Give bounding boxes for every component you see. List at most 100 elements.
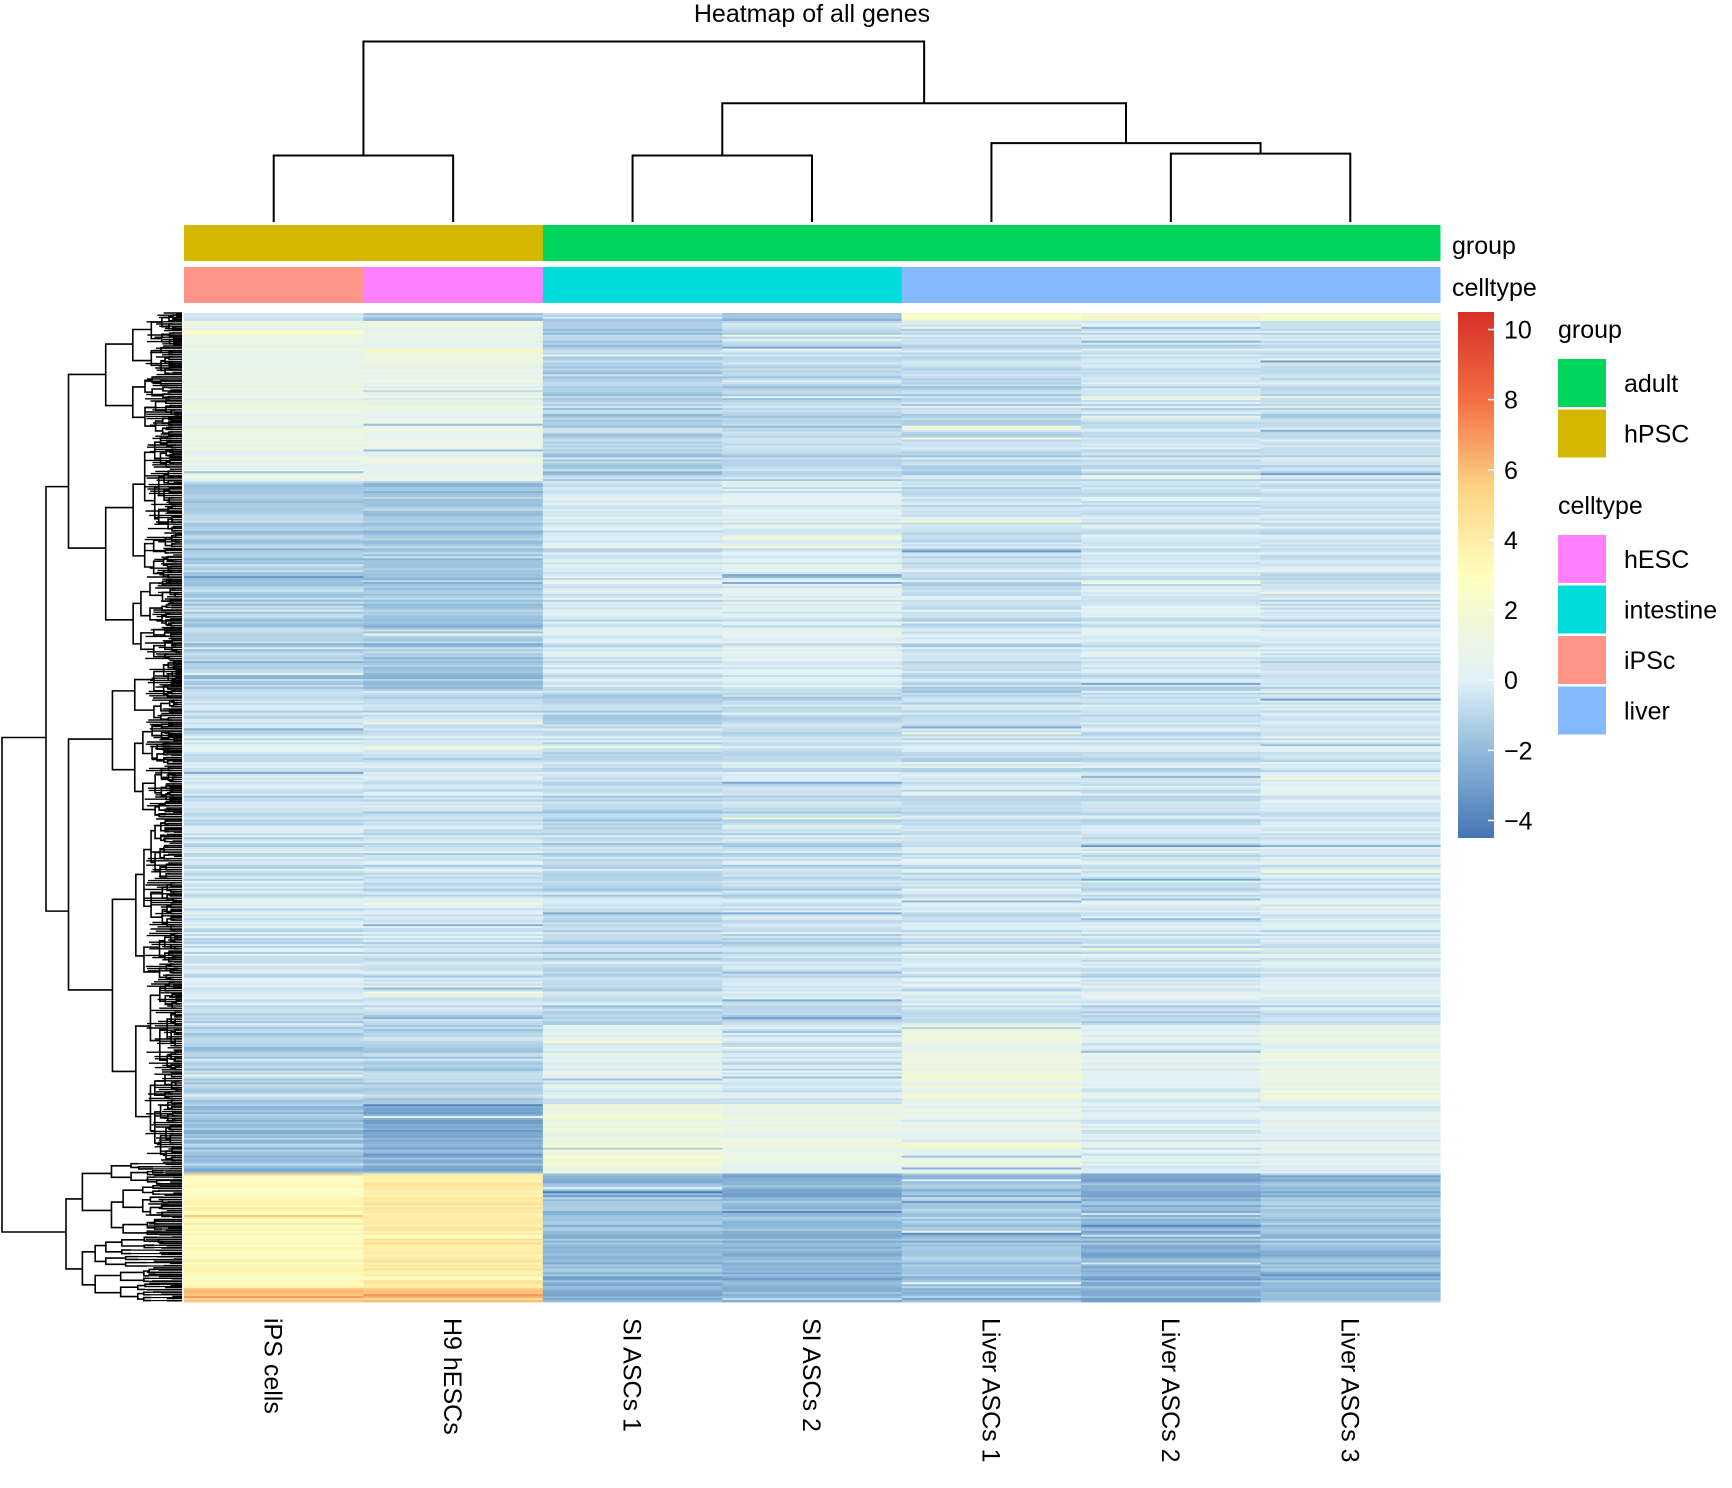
heatmap-cell [1081, 932, 1262, 935]
heatmap-cell [184, 920, 365, 923]
heatmap-cell [184, 801, 365, 804]
heatmap-cell [363, 718, 544, 721]
heatmap-cell [901, 601, 1082, 605]
row-dendrogram-link [132, 602, 141, 645]
heatmap-cell [722, 457, 903, 460]
heatmap-cell [1260, 1250, 1441, 1253]
heatmap-cell [722, 437, 903, 440]
heatmap-cell [363, 908, 544, 911]
heatmap-cell [1081, 692, 1262, 696]
heatmap-cell [901, 405, 1082, 409]
heatmap-cell [363, 374, 544, 377]
heatmap-cell [184, 890, 365, 893]
heatmap-cell [901, 746, 1082, 749]
heatmap-cell [184, 647, 365, 650]
heatmap-cell [184, 876, 365, 880]
heatmap-cell [542, 720, 723, 723]
heatmap-cell [542, 797, 723, 800]
heatmap-cell [363, 542, 544, 545]
heatmap-cell [901, 1276, 1082, 1279]
heatmap-cell [722, 1278, 903, 1281]
heatmap-cell [363, 1088, 544, 1091]
heatmap-cell [1081, 690, 1262, 694]
heatmap-cell [1260, 1084, 1441, 1087]
heatmap-cell [1260, 653, 1441, 656]
heatmap-cell [542, 585, 723, 589]
heatmap-cell [363, 1211, 544, 1214]
heatmap-cell [901, 1286, 1082, 1289]
heatmap-cell [363, 384, 544, 387]
heatmap-cell [1260, 953, 1441, 957]
heatmap-cell [184, 718, 365, 721]
heatmap-cell [1081, 512, 1262, 516]
heatmap-cell [901, 546, 1082, 549]
heatmap-cell [1260, 1104, 1441, 1107]
heatmap-cell [901, 975, 1082, 979]
row-dendrogram-link [124, 1261, 148, 1267]
heatmap-cell [901, 1076, 1082, 1079]
heatmap-cell [184, 1078, 365, 1081]
heatmap-cell [184, 756, 365, 759]
heatmap-cell [722, 1070, 903, 1073]
heatmap-cell [184, 825, 365, 828]
heatmap-cell [722, 518, 903, 522]
heatmap-cell [542, 1072, 723, 1075]
heatmap-cell [901, 987, 1082, 990]
heatmap-cell [901, 417, 1082, 421]
heatmap-cell [1260, 781, 1441, 785]
heatmap-cell [722, 562, 903, 565]
heatmap-cell [1260, 1058, 1441, 1062]
heatmap-cell [1260, 643, 1441, 646]
heatmap-cell [901, 1155, 1082, 1159]
heatmap-cell [363, 999, 544, 1002]
row-dendrogram-link [142, 782, 156, 811]
heatmap-cell [363, 1161, 544, 1164]
heatmap-cell [542, 481, 723, 484]
heatmap-cell [1260, 667, 1441, 670]
heatmap-cell [363, 837, 544, 840]
heatmap-cell [1260, 928, 1441, 931]
row-dendrogram-link [105, 1241, 122, 1253]
column-labels: iPS cells H9 hESCs SI ASCs 1 SI ASCs 2 Liver… [259, 1318, 1364, 1463]
heatmap-cell [1260, 439, 1441, 442]
heatmap-cell [542, 392, 723, 395]
heatmap-cell [722, 643, 903, 646]
heatmap-cell [363, 1072, 544, 1075]
heatmap-cell [722, 1123, 903, 1127]
heatmap-cell [1260, 1052, 1441, 1056]
heatmap-cell [901, 1072, 1082, 1075]
heatmap-cell [1081, 959, 1262, 963]
heatmap-cell [722, 322, 903, 326]
heatmap-cell [901, 1023, 1082, 1026]
heatmap-cell [1260, 1157, 1441, 1160]
heatmap-cell [1260, 1003, 1441, 1006]
heatmap-cell [184, 973, 365, 977]
heatmap-cell [184, 932, 365, 935]
heatmap-cell [184, 1048, 365, 1052]
heatmap-cell [1260, 1096, 1441, 1099]
heatmap-cell [1081, 1260, 1262, 1263]
heatmap-cell [363, 742, 544, 745]
heatmap-cell [901, 1001, 1082, 1004]
heatmap-cell [722, 890, 903, 893]
heatmap-cell [901, 558, 1082, 561]
heatmap-cell [363, 402, 544, 405]
heatmap-cell [1081, 400, 1262, 403]
heatmap-cell [1260, 1155, 1441, 1159]
heatmap-cell [542, 625, 723, 628]
heatmap-cell [184, 1046, 365, 1050]
heatmap-cell [1081, 920, 1262, 923]
heatmap-cell [542, 445, 723, 448]
heatmap-cell [722, 566, 903, 569]
heatmap-cell [542, 346, 723, 350]
heatmap-cell [1260, 746, 1441, 749]
heatmap-cell [1081, 1021, 1262, 1024]
heatmap-cell [542, 1242, 723, 1246]
heatmap-cell [363, 582, 544, 585]
heatmap-cell [1260, 785, 1441, 789]
heatmap-cell [542, 649, 723, 652]
heatmap-cell [1081, 1183, 1262, 1186]
row-dendrogram-link [45, 485, 69, 912]
heatmap-cell [901, 1179, 1082, 1182]
heatmap-cell [542, 1203, 723, 1206]
